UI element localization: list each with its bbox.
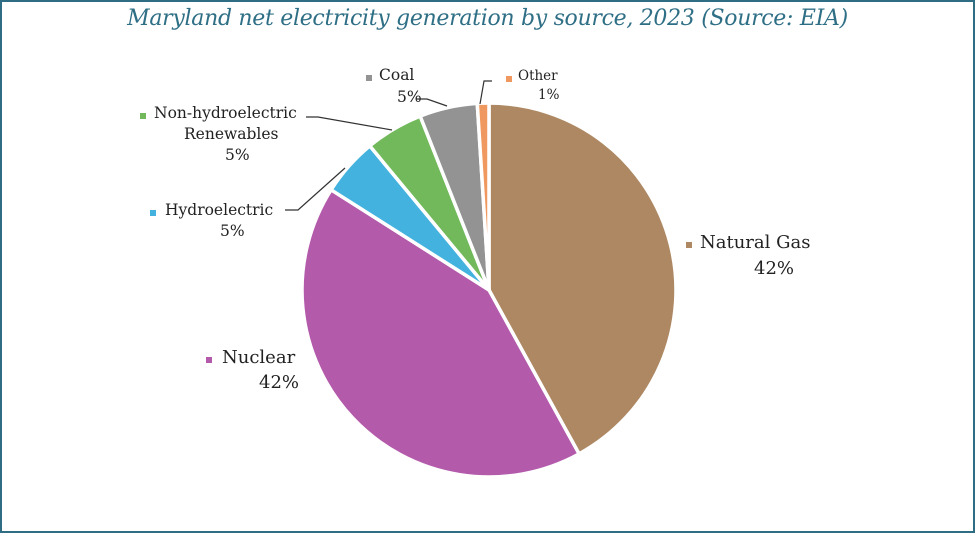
label-percent-coal: 5% (397, 88, 422, 106)
label-percent-other: 1% (538, 87, 560, 103)
data-labels: Natural Gas 42% Nuclear 42% Hydroelectric 5% N… (140, 66, 810, 393)
pie-slices (300, 101, 678, 479)
label-name-non-hydroelectric-renewables: Renewables (184, 125, 279, 143)
label-marker-non-hydroelectric-renewables (140, 113, 146, 119)
label-percent-natural-gas: 42% (754, 258, 794, 279)
leader-line-hydroelectric (285, 167, 346, 211)
label-name-other: Other (518, 68, 558, 84)
label-percent-hydroelectric: 5% (220, 222, 245, 240)
label-percent-non-hydroelectric-renewables: 5% (225, 146, 250, 164)
label-name-nuclear: Nuclear (222, 347, 296, 368)
label-name-non-hydroelectric-renewables: Non-hydroelectric (154, 104, 297, 122)
label-marker-coal (366, 75, 372, 81)
label-marker-natural-gas (686, 242, 692, 248)
label-name-natural-gas: Natural Gas (700, 232, 810, 253)
leader-line-non-hydroelectric-renewables (306, 116, 393, 131)
pie-slice-nuclear (300, 188, 581, 479)
label-marker-hydroelectric (150, 210, 156, 216)
chart-title: Maryland net electricity generation by s… (127, 6, 848, 31)
leader-line-other (479, 80, 492, 105)
label-name-coal: Coal (379, 66, 414, 84)
leader-lines (285, 80, 492, 211)
pie-slice-natural-gas (487, 101, 678, 456)
label-percent-nuclear: 42% (259, 372, 299, 393)
label-marker-other (506, 76, 512, 82)
label-marker-nuclear (206, 357, 212, 363)
leader-line-coal (416, 98, 448, 107)
label-name-hydroelectric: Hydroelectric (165, 201, 273, 219)
pie-slice-other (475, 101, 491, 292)
